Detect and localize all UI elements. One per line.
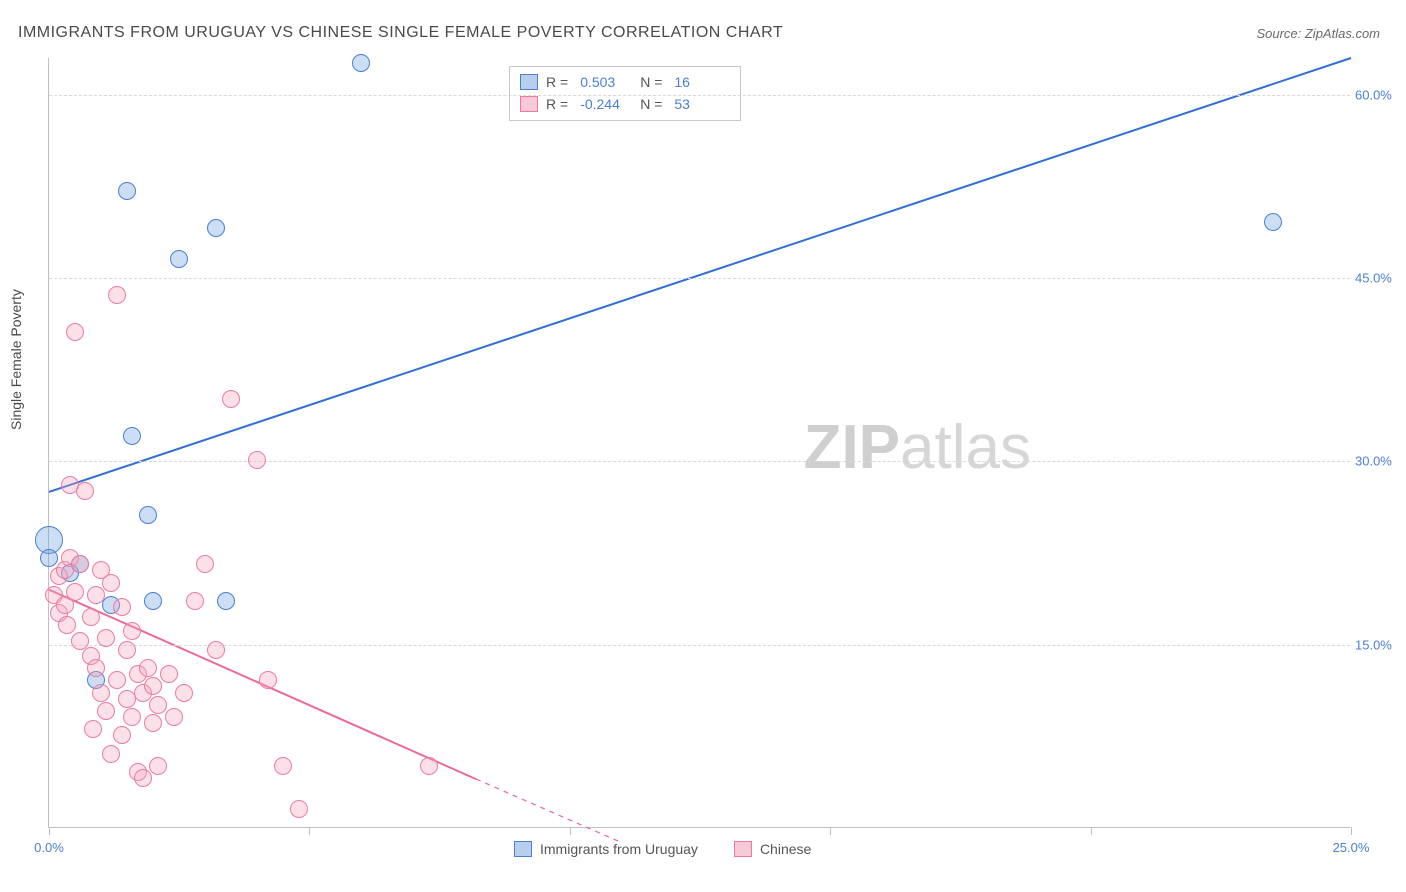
x-tick <box>1351 827 1352 835</box>
r-label: R = <box>546 74 568 90</box>
data-point-chinese <box>420 757 438 775</box>
data-point-chinese <box>113 598 131 616</box>
data-point-uruguay <box>123 427 141 445</box>
x-tick-label: 25.0% <box>1333 840 1370 855</box>
legend-row-chinese: R = -0.244 N = 53 <box>520 93 726 115</box>
data-point-chinese <box>222 390 240 408</box>
data-point-chinese <box>108 286 126 304</box>
series-legend: Immigrants from Uruguay Chinese <box>514 841 811 857</box>
data-point-chinese <box>102 745 120 763</box>
data-point-uruguay <box>217 592 235 610</box>
trend-lines-layer <box>49 58 1350 827</box>
data-point-chinese <box>123 622 141 640</box>
data-point-uruguay <box>207 219 225 237</box>
r-label: R = <box>546 96 568 112</box>
y-tick-label: 30.0% <box>1355 454 1406 469</box>
data-point-chinese <box>123 708 141 726</box>
data-point-chinese <box>118 641 136 659</box>
data-point-chinese <box>76 482 94 500</box>
n-label: N = <box>640 96 662 112</box>
gridline <box>49 461 1350 462</box>
data-point-chinese <box>207 641 225 659</box>
data-point-chinese <box>87 659 105 677</box>
data-point-chinese <box>113 726 131 744</box>
data-point-chinese <box>290 800 308 818</box>
data-point-chinese <box>259 671 277 689</box>
data-point-chinese <box>108 671 126 689</box>
data-point-chinese <box>66 323 84 341</box>
data-point-chinese <box>196 555 214 573</box>
data-point-chinese <box>87 586 105 604</box>
data-point-chinese <box>71 555 89 573</box>
swatch-pink-icon <box>520 96 538 112</box>
y-tick-label: 45.0% <box>1355 271 1406 286</box>
data-point-chinese <box>186 592 204 610</box>
data-point-uruguay <box>118 182 136 200</box>
chart-title: IMMIGRANTS FROM URUGUAY VS CHINESE SINGL… <box>18 24 783 42</box>
r-value-uruguay: 0.503 <box>580 74 632 90</box>
trend-line <box>476 779 622 843</box>
y-axis-label: Single Female Poverty <box>8 289 24 430</box>
gridline <box>49 95 1350 96</box>
y-tick-label: 15.0% <box>1355 637 1406 652</box>
data-point-chinese <box>97 702 115 720</box>
data-point-chinese <box>92 684 110 702</box>
data-point-chinese <box>248 451 266 469</box>
data-point-chinese <box>274 757 292 775</box>
data-point-chinese <box>139 659 157 677</box>
data-point-chinese <box>82 608 100 626</box>
source-label: Source: ZipAtlas.com <box>1256 26 1380 41</box>
data-point-chinese <box>97 629 115 647</box>
gridline <box>49 278 1350 279</box>
data-point-chinese <box>66 583 84 601</box>
correlation-legend: R = 0.503 N = 16 R = -0.244 N = 53 <box>509 66 741 121</box>
y-tick-label: 60.0% <box>1355 87 1406 102</box>
n-value-chinese: 53 <box>674 96 726 112</box>
data-point-chinese <box>102 574 120 592</box>
data-point-chinese <box>84 720 102 738</box>
data-point-chinese <box>160 665 178 683</box>
data-point-uruguay <box>170 250 188 268</box>
data-point-uruguay <box>144 592 162 610</box>
legend-label-uruguay: Immigrants from Uruguay <box>540 841 698 857</box>
data-point-chinese <box>58 616 76 634</box>
data-point-uruguay <box>1264 213 1282 231</box>
n-value-uruguay: 16 <box>674 74 726 90</box>
swatch-blue-icon <box>520 74 538 90</box>
data-point-chinese <box>149 757 167 775</box>
swatch-blue-icon <box>514 841 532 857</box>
gridline <box>49 645 1350 646</box>
data-point-chinese <box>134 769 152 787</box>
n-label: N = <box>640 74 662 90</box>
x-tick <box>309 827 310 835</box>
r-value-chinese: -0.244 <box>580 96 632 112</box>
data-point-uruguay <box>139 506 157 524</box>
data-point-chinese <box>144 677 162 695</box>
legend-label-chinese: Chinese <box>760 841 811 857</box>
x-tick <box>830 827 831 835</box>
x-tick <box>1091 827 1092 835</box>
data-point-chinese <box>149 696 167 714</box>
x-tick-label: 0.0% <box>34 840 64 855</box>
scatter-plot-area: ZIPatlas R = 0.503 N = 16 R = -0.244 N =… <box>48 58 1350 828</box>
trend-line <box>49 58 1351 492</box>
data-point-chinese <box>175 684 193 702</box>
data-point-chinese <box>144 714 162 732</box>
x-tick <box>570 827 571 835</box>
data-point-uruguay <box>40 549 58 567</box>
x-tick <box>49 827 50 835</box>
legend-row-uruguay: R = 0.503 N = 16 <box>520 71 726 93</box>
swatch-pink-icon <box>734 841 752 857</box>
data-point-uruguay <box>352 54 370 72</box>
data-point-chinese <box>165 708 183 726</box>
